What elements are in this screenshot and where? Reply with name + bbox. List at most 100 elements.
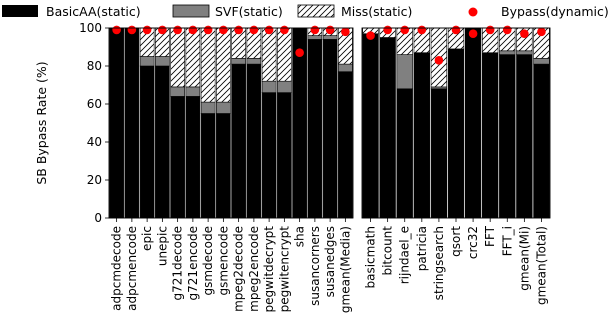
bar-basicaa xyxy=(482,52,499,219)
bar-basicaa xyxy=(109,27,124,219)
bar-miss xyxy=(261,27,277,82)
bar-svf xyxy=(307,35,323,40)
x-tick-label: g721encode xyxy=(186,226,200,300)
bar-basicaa xyxy=(139,65,155,219)
x-tick-labels: adpcmdecode adpcmencode epic unepic g721deco… xyxy=(110,218,548,313)
bar-svf xyxy=(277,80,292,93)
bar-svf xyxy=(516,50,533,55)
x-tick-label: g721decode xyxy=(171,226,185,300)
x-tick-label: sha xyxy=(293,226,307,247)
bar-basicaa xyxy=(216,113,231,219)
dynamic-bypass-dot xyxy=(502,25,512,35)
bar-basicaa xyxy=(322,39,338,219)
bar-basicaa xyxy=(396,88,413,219)
bar-svf xyxy=(155,56,170,67)
plot-frame xyxy=(108,27,354,219)
x-tick-label: pegwitencrypt xyxy=(277,226,291,313)
legend-item-dynamic: Bypass(dynamic) xyxy=(468,4,609,19)
dynamic-bypass-dot xyxy=(158,25,167,35)
bar-basicaa xyxy=(533,63,550,219)
dynamic-bypass-dot xyxy=(383,25,392,35)
bar-svf xyxy=(499,50,516,55)
bar-basicaa xyxy=(413,52,430,219)
y-axis: 0 20 40 60 80 100 xyxy=(79,21,109,225)
x-tick-label: unepic xyxy=(155,226,169,266)
x-tick-label: gmean(Total) xyxy=(534,226,548,305)
dynamic-bypass-dot xyxy=(537,27,546,37)
bar-svf xyxy=(533,58,550,65)
y-tick-label: 100 xyxy=(79,21,102,35)
x-tick-label: susanedges xyxy=(323,226,337,297)
dynamic-bypass-dot xyxy=(325,25,335,35)
bar-basicaa xyxy=(155,65,170,219)
dynamic-bypass-dot xyxy=(295,48,304,57)
dynamic-bypass-dot xyxy=(468,29,478,38)
x-tick-label: qsort xyxy=(449,226,463,257)
legend-item-miss: Miss(static) xyxy=(297,4,412,19)
legend-item-svf: SVF(static) xyxy=(172,4,283,19)
bar-svf xyxy=(170,86,185,97)
legend-swatch-basicaa xyxy=(2,5,38,17)
x-tick-label: basicmath xyxy=(364,226,378,289)
y-tick-label: 80 xyxy=(87,59,102,73)
x-tick-label: gmean(Media) xyxy=(338,226,352,313)
bar-basicaa xyxy=(430,88,448,219)
bars xyxy=(109,27,550,219)
y-axis-label: SB Bypass Rate (%) xyxy=(34,61,49,184)
bar-basicaa xyxy=(499,54,516,219)
x-tick-label: FFT_i xyxy=(500,226,514,256)
bar-basicaa xyxy=(447,48,465,219)
bar-miss xyxy=(277,27,292,82)
legend-swatch-svf xyxy=(172,4,210,18)
x-tick-label: gmean(Mi) xyxy=(517,226,531,291)
bar-miss xyxy=(170,27,185,88)
x-tick-label: adpcmdecode xyxy=(110,226,124,311)
dynamic-bypass-dot xyxy=(264,25,274,35)
bar-basicaa xyxy=(246,63,262,219)
bar-basicaa xyxy=(464,27,482,219)
x-tick-label: FFT xyxy=(483,225,497,247)
legend-label-dynamic: Bypass(dynamic) xyxy=(501,4,609,19)
legend-marker-dynamic xyxy=(468,7,478,17)
bar-basicaa xyxy=(277,92,292,219)
dynamic-bypass-dot xyxy=(434,56,444,65)
bar-basicaa xyxy=(170,96,185,219)
dynamic-bypass-dot xyxy=(417,25,427,35)
bar-basicaa xyxy=(200,113,216,219)
bar-miss xyxy=(200,27,216,103)
dynamic-bypass-dot xyxy=(451,25,461,35)
bar-svf xyxy=(200,101,216,114)
y-tick-label: 20 xyxy=(87,173,102,187)
bar-miss xyxy=(216,27,231,103)
dynamic-bypass-dot xyxy=(234,25,243,35)
dynamic-bypass-dot xyxy=(142,25,152,35)
x-tick-label: stringsearch xyxy=(432,226,446,300)
bar-svf xyxy=(139,56,155,67)
dynamic-bypass-dot xyxy=(203,25,213,35)
bar-basicaa xyxy=(185,96,201,219)
dynamic-bypass-dot xyxy=(127,25,137,35)
bar-svf xyxy=(338,63,353,72)
dynamic-bypass-dot xyxy=(400,25,410,35)
bar-svf xyxy=(216,101,231,114)
bar-miss xyxy=(185,27,201,88)
x-tick-label: gsmencode xyxy=(216,226,230,296)
x-tick-label: crc32 xyxy=(466,226,480,259)
bar-basicaa xyxy=(231,63,246,219)
x-tick-label: rijndael_e xyxy=(398,226,412,284)
bar-basicaa xyxy=(338,71,353,219)
bar-basicaa xyxy=(261,92,277,219)
bar-basicaa xyxy=(516,54,533,219)
legend-label-basicaa: BasicAA(static) xyxy=(46,4,141,19)
dynamic-bypass-dot xyxy=(112,25,121,35)
dynamic-bypass-dot xyxy=(249,25,259,35)
dynamic-bypass-dot xyxy=(280,25,289,35)
legend-label-svf: SVF(static) xyxy=(215,4,283,19)
legend-item-basicaa: BasicAA(static) xyxy=(2,4,141,19)
bar-svf xyxy=(231,58,246,65)
y-tick-label: 60 xyxy=(87,97,102,111)
x-tick-label: bitcount xyxy=(381,226,395,276)
x-tick-label: epic xyxy=(140,226,154,251)
bar-svf xyxy=(261,80,277,93)
